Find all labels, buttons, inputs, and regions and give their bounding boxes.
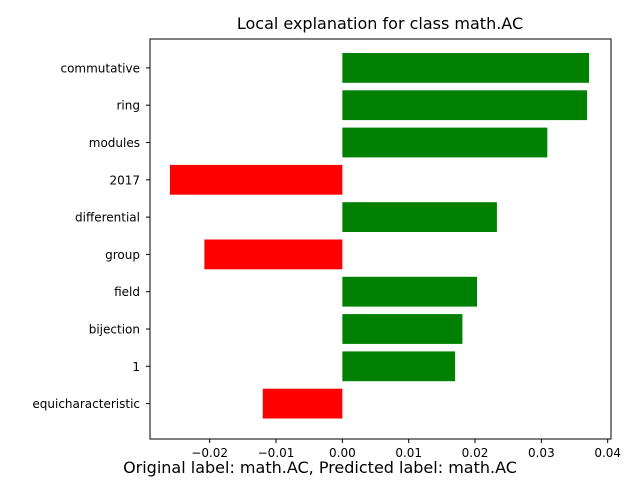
- bar-2017: [169, 164, 343, 195]
- bar-bijection: [342, 314, 463, 344]
- explanation-caption: Original label: math.AC, Predicted label…: [123, 458, 517, 477]
- x-tick-label: 0.03: [528, 446, 555, 460]
- y-tick-label: differential: [75, 211, 140, 225]
- x-tick-label: −0.01: [258, 446, 295, 460]
- bar-field: [342, 276, 478, 307]
- bar-1: [342, 351, 456, 382]
- bar-ring: [342, 90, 588, 121]
- bar-commutative: [342, 53, 590, 83]
- bars-group: [169, 53, 590, 419]
- x-tick-label: 0.02: [462, 446, 489, 460]
- y-tick-label: bijection: [89, 323, 140, 337]
- y-axis: commutative ring modules 2017 differential gr…: [32, 61, 150, 411]
- chart-title: Local explanation for class math.AC: [237, 14, 523, 33]
- y-tick-label: field: [114, 285, 140, 299]
- bar-modules: [342, 127, 548, 158]
- bar-equicharacteristic: [262, 388, 343, 419]
- y-tick-label: modules: [89, 136, 140, 150]
- y-tick-label: group: [105, 248, 140, 262]
- bar-group: [204, 239, 343, 270]
- y-tick-label: 2017: [109, 173, 140, 187]
- x-tick-label: −0.02: [191, 446, 228, 460]
- x-tick-label: 0.04: [594, 446, 621, 460]
- plot-frame: [149, 38, 612, 440]
- y-tick-label: commutative: [60, 61, 140, 75]
- x-tick-label: 0.01: [395, 446, 422, 460]
- x-tick-label: 0.00: [329, 446, 356, 460]
- y-tick-label: 1: [132, 360, 140, 374]
- y-tick-label: equicharacteristic: [32, 397, 140, 411]
- x-axis: −0.02 −0.01 0.00 0.01 0.02 0.03 0.04: [191, 439, 621, 460]
- bar-differential: [342, 202, 497, 232]
- y-tick-label: ring: [117, 99, 141, 113]
